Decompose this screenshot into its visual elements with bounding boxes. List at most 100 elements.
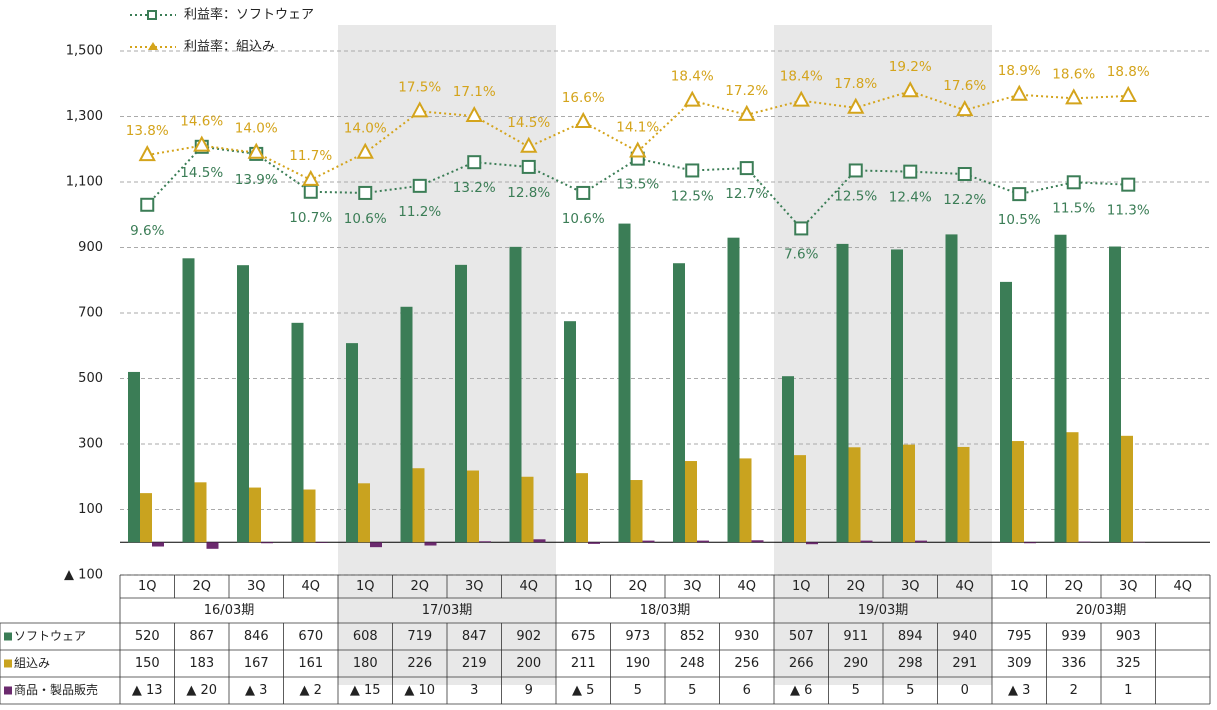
- data-label: 12.5%: [671, 188, 714, 204]
- bar: [182, 258, 195, 543]
- table-cell: 9: [525, 683, 533, 698]
- data-label: 10.6%: [344, 211, 387, 227]
- marker: [520, 136, 538, 153]
- data-label: 11.5%: [1052, 200, 1095, 216]
- x-tick-label: 4Q: [955, 579, 974, 594]
- bar: [673, 263, 685, 543]
- marker: [358, 185, 373, 200]
- bar: [915, 540, 927, 543]
- bar: [903, 444, 915, 543]
- x-tick-label: 4Q: [301, 579, 320, 594]
- bar: [1012, 441, 1024, 543]
- table-cell: 309: [1007, 656, 1032, 671]
- bar: [370, 542, 382, 548]
- table-cell: 940: [952, 629, 977, 644]
- bar: [533, 539, 546, 543]
- y-tick-label: 1,500: [66, 44, 103, 59]
- table-cell: 5: [634, 683, 642, 698]
- x-tick-label: 1Q: [792, 579, 811, 594]
- bar: [836, 243, 849, 543]
- data-label: 18.9%: [998, 63, 1041, 79]
- table-cell: 226: [407, 656, 432, 671]
- bar: [358, 483, 370, 543]
- table-cell: 930: [734, 629, 759, 644]
- marker: [1119, 85, 1137, 102]
- table-cell: ▲ 15: [350, 683, 381, 698]
- x-tick-label: 1Q: [1010, 579, 1029, 594]
- bar: [237, 265, 249, 543]
- bar: [860, 540, 873, 543]
- marker: [683, 90, 701, 107]
- y-tick-label: 500: [78, 371, 103, 386]
- marker: [738, 104, 756, 121]
- table-cell: 291: [952, 656, 977, 671]
- bar: [727, 237, 740, 543]
- bar: [751, 540, 764, 543]
- table-cell: 200: [516, 656, 541, 671]
- table-cell: 6: [743, 683, 751, 698]
- data-label: 14.6%: [180, 114, 223, 130]
- x-tick-label: 1Q: [574, 579, 593, 594]
- table-cell: 911: [843, 629, 868, 644]
- data-label: 14.0%: [344, 121, 387, 137]
- x-tick-label: 3Q: [247, 579, 266, 594]
- data-label: 10.7%: [289, 210, 332, 226]
- data-label: 16.6%: [562, 90, 605, 106]
- x-tick-label: 2Q: [192, 579, 211, 594]
- y-tick-label: 1,100: [66, 175, 103, 190]
- bar: [685, 461, 697, 543]
- table-cell: ▲ 10: [404, 683, 435, 698]
- legend-swatch: [4, 659, 12, 668]
- bar: [945, 234, 958, 543]
- marker: [467, 155, 482, 170]
- bar: [1066, 432, 1079, 543]
- table-cell: 219: [462, 656, 487, 671]
- table-cell: 5: [852, 683, 860, 698]
- x-tick-label: 2Q: [410, 579, 429, 594]
- table-cell: 167: [244, 656, 269, 671]
- group-label: 20/03期: [1076, 603, 1126, 618]
- marker: [465, 105, 483, 123]
- data-label: 18.6%: [1052, 66, 1095, 82]
- x-tick-label: 4Q: [519, 579, 538, 594]
- bar: [588, 542, 600, 544]
- bar: [576, 473, 588, 543]
- marker: [794, 221, 809, 236]
- bar: [140, 493, 152, 543]
- bar: [697, 540, 709, 543]
- marker: [1121, 177, 1136, 192]
- x-tick-label: 3Q: [683, 579, 702, 594]
- bar: [848, 447, 861, 543]
- marker: [739, 161, 754, 176]
- table-cell: 507: [789, 629, 814, 644]
- bar: [1000, 281, 1012, 543]
- table-cell: 719: [407, 629, 432, 644]
- table-cell: 211: [571, 656, 596, 671]
- table-cell: ▲ 20: [186, 683, 217, 698]
- bar: [1078, 541, 1091, 543]
- table-cell: 266: [789, 656, 814, 671]
- marker: [302, 169, 320, 186]
- table-cell: 5: [906, 683, 914, 698]
- bar: [303, 489, 316, 543]
- x-tick-label: 2Q: [846, 579, 865, 594]
- table-cell: 973: [625, 629, 650, 644]
- table-cell: 325: [1116, 656, 1141, 671]
- group-label: 18/03期: [640, 603, 690, 618]
- bar: [806, 542, 818, 545]
- bar: [261, 542, 273, 544]
- data-label: 12.8%: [507, 185, 550, 201]
- table-cell: 5: [688, 683, 696, 698]
- table-cell: 608: [353, 629, 378, 644]
- data-label: 17.5%: [398, 79, 441, 95]
- marker: [1065, 88, 1083, 105]
- x-tick-label: 2Q: [628, 579, 647, 594]
- table-cell: 939: [1061, 629, 1086, 644]
- bar: [467, 470, 479, 543]
- legend-marker: [148, 42, 158, 50]
- data-label: 10.6%: [562, 211, 605, 227]
- bar: [1121, 435, 1133, 543]
- marker: [193, 135, 211, 152]
- table-cell: 903: [1116, 629, 1141, 644]
